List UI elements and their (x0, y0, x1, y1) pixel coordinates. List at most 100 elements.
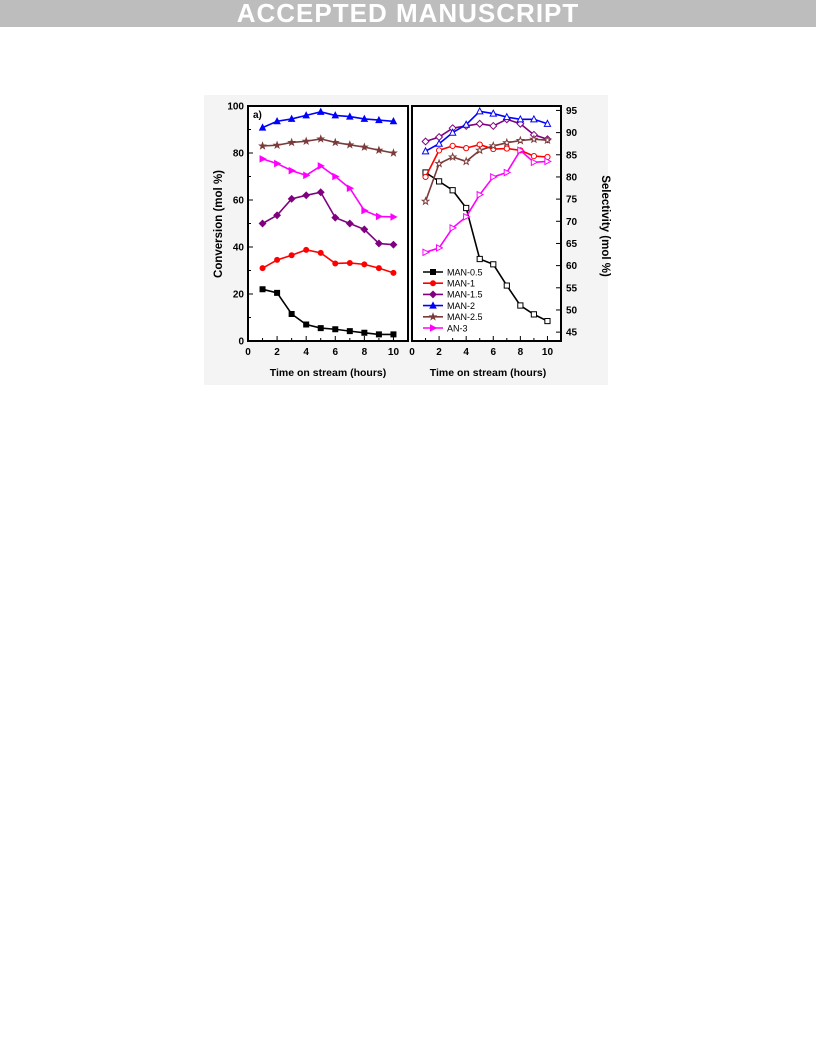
conversion-point-man-2-5 (345, 140, 355, 149)
selectivity-point-an-3 (463, 212, 471, 221)
selectivity-point-an-3 (544, 157, 552, 166)
conversion-point-an-3 (375, 212, 384, 221)
conversion-point-man-2-5 (301, 136, 311, 146)
conversion-x-tick-label: 10 (388, 347, 400, 358)
selectivity-point-man-2 (435, 139, 444, 147)
conversion-point-man-2-5 (316, 134, 326, 143)
conversion-point-man-0-5 (317, 325, 324, 332)
selectivity-series-an-3 (422, 146, 552, 257)
selectivity-x-axis-label: Time on stream (hours) (430, 367, 547, 379)
selectivity-point-man-2 (543, 119, 552, 127)
conversion-point-man-2-5 (287, 137, 297, 147)
conversion-x-axis-label: Time on stream (hours) (270, 367, 387, 379)
conversion-series (258, 107, 398, 338)
conversion-point-man-1 (317, 249, 324, 256)
legend-item-man-0-5: MAN-0.5 (423, 267, 483, 277)
conversion-point-man-1-5 (287, 194, 296, 203)
conversion-point-man-1 (288, 252, 295, 259)
conversion-x-tick-label: 6 (332, 347, 338, 358)
selectivity-ticks: 0 2 4 6 8 10 45 50 55 60 65 70 75 80 85 90 95 (409, 106, 577, 358)
conversion-point-man-1-5 (374, 239, 383, 248)
conversion-point-man-2 (316, 107, 325, 115)
selectivity-point-man-1-5 (421, 137, 430, 146)
conversion-point-an-3 (259, 155, 267, 163)
selectivity-y-tick-label: 75 (566, 195, 578, 206)
selectivity-point-man-2-5 (434, 158, 444, 168)
selectivity-x-tick-label: 6 (490, 347, 496, 358)
legend-item-man-2: MAN-2 (423, 301, 475, 311)
selectivity-point-man-0-5 (490, 261, 497, 268)
selectivity-point-man-2-5 (529, 134, 539, 144)
selectivity-y-axis-label: Selectivity (mol %) (599, 175, 611, 277)
conversion-y-tick-label: 100 (227, 102, 244, 113)
conversion-point-man-0-5 (390, 331, 397, 338)
legend-item-man-2-5: MAN-2.5 (423, 312, 483, 322)
conversion-line-man-2-5 (262, 138, 394, 154)
legend-item-an-3: AN-3 (423, 323, 468, 333)
conversion-point-an-3 (288, 166, 296, 175)
legend-label: MAN-1.5 (447, 290, 483, 300)
conversion-point-man-0-5 (303, 321, 310, 328)
legend-label: MAN-2 (447, 301, 475, 311)
selectivity-point-man-2-5 (542, 135, 553, 145)
selectivity-series-man-2-5 (420, 134, 553, 206)
selectivity-point-an-3 (503, 168, 512, 177)
selectivity-point-man-2-5 (420, 196, 431, 206)
selectivity-point-man-1-5 (489, 121, 498, 131)
conversion-line-man-1 (262, 248, 394, 274)
conversion-point-man-2 (273, 117, 281, 125)
accepted-manuscript-banner: ACCEPTED MANUSCRIPT (0, 0, 816, 27)
selectivity-line-man-0-5 (425, 171, 548, 322)
selectivity-point-man-2 (529, 114, 538, 123)
conversion-y-tick-label: 80 (233, 149, 245, 160)
conversion-point-man-1-5 (360, 225, 369, 234)
selectivity-point-man-0-5 (544, 317, 551, 325)
conversion-point-man-1 (259, 265, 266, 272)
selectivity-line-man-1 (424, 143, 548, 178)
selectivity-y-tick-label: 80 (566, 172, 578, 183)
conversion-point-man-1-5 (331, 213, 340, 222)
conversion-point-man-2-5 (258, 141, 268, 150)
selectivity-point-man-2-5 (447, 151, 458, 162)
selectivity-x-tick-label: 0 (409, 347, 415, 358)
conversion-point-man-1-5 (345, 219, 354, 228)
conversion-point-man-1 (303, 246, 310, 253)
selectivity-point-man-2-5 (488, 140, 499, 150)
legend-marker (429, 280, 436, 287)
selectivity-point-man-2 (448, 128, 457, 136)
conversion-point-an-3 (332, 172, 340, 181)
conversion-point-man-2-5 (374, 145, 384, 154)
selectivity-point-man-2 (489, 109, 498, 117)
selectivity-point-an-3 (449, 223, 458, 232)
selectivity-point-man-1 (435, 147, 443, 154)
selectivity-point-man-1 (463, 145, 470, 152)
selectivity-point-man-0-5 (463, 204, 470, 212)
conversion-point-man-0-5 (332, 326, 339, 333)
legend-marker (428, 312, 438, 321)
legend-label: MAN-2.5 (447, 312, 483, 322)
legend-label: MAN-0.5 (447, 267, 483, 277)
conversion-point-man-2-5 (388, 148, 398, 157)
legend-marker (429, 301, 437, 309)
conversion-point-an-3 (361, 206, 369, 215)
selectivity-point-an-3 (490, 172, 498, 181)
conversion-point-man-0-5 (288, 310, 295, 317)
selectivity-point-man-2-5 (474, 145, 485, 155)
legend-item-man-1-5: MAN-1.5 (423, 290, 483, 300)
conversion-point-man-2 (258, 123, 267, 131)
conversion-point-man-0-5 (375, 331, 382, 338)
conversion-point-man-1-5 (316, 188, 325, 197)
legend-item-man-1: MAN-1 (423, 279, 475, 289)
conversion-point-man-2 (375, 115, 383, 124)
selectivity-point-an-3 (517, 146, 525, 155)
selectivity-point-man-2 (462, 120, 471, 128)
selectivity-point-an-3 (435, 243, 444, 252)
selectivity-y-tick-label: 45 (566, 328, 578, 339)
conversion-point-man-0-5 (259, 286, 266, 293)
conversion-x-tick-label: 2 (274, 347, 280, 358)
conversion-point-man-1 (390, 269, 397, 276)
conversion-line-man-2 (262, 111, 394, 129)
selectivity-point-man-2 (475, 106, 484, 115)
